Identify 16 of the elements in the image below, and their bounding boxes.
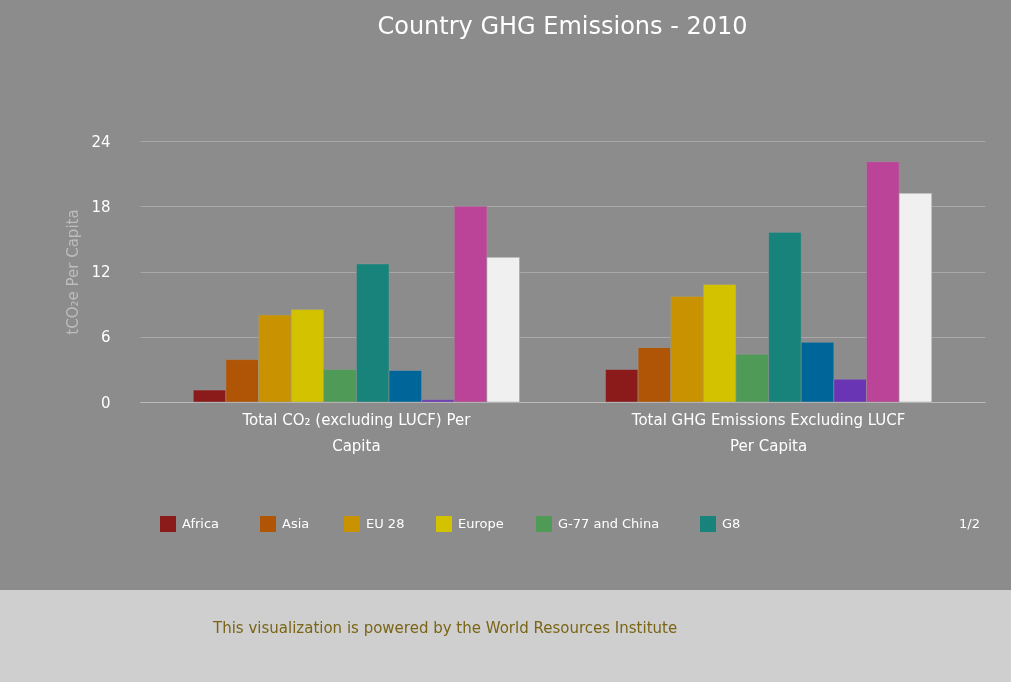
legend-label: G-77 and China: [558, 516, 660, 531]
y-tick-label: 24: [91, 132, 111, 151]
y-tick-label: 0: [100, 393, 111, 412]
legend-label: Europe: [458, 516, 504, 531]
x-tick-label: Total GHG Emissions Excluding LUCF Per Capita: [630, 410, 906, 455]
text: 1/2: [959, 516, 980, 531]
y-tick-label: 18: [91, 197, 111, 216]
y-tick-label: 6: [100, 328, 111, 347]
legend-label: EU 28: [366, 516, 405, 531]
x-tick-label: Total CO₂ (excluding LUCF) Per Capita: [241, 410, 472, 455]
legend-label: Asia: [282, 516, 310, 531]
chart-title: Country GHG Emissions - 2010: [377, 12, 748, 40]
text: This visualization is powered by the World Resources Institute: [212, 619, 678, 637]
legend-label: G8: [722, 516, 741, 531]
y-tick-label: 12: [91, 263, 111, 281]
legend-label: Africa: [182, 516, 220, 531]
